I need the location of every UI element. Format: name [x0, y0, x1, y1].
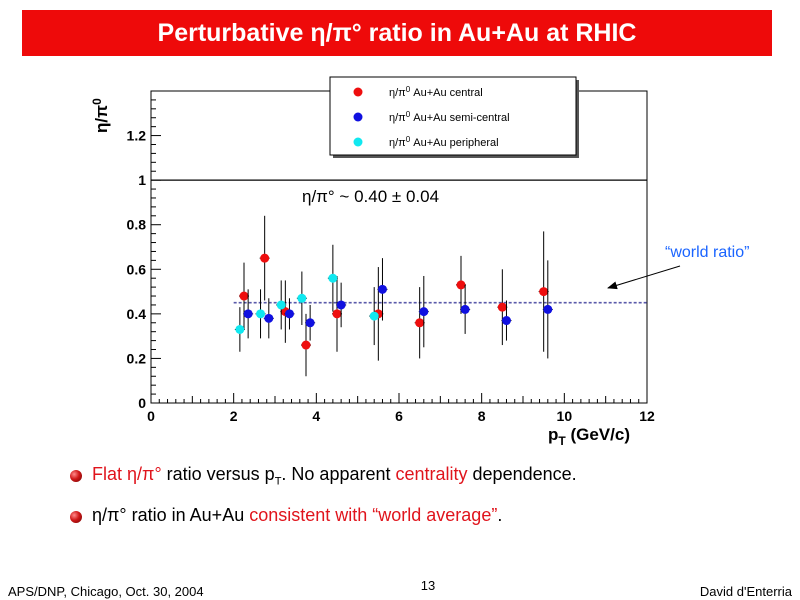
data-point-series-1: [260, 253, 270, 263]
x-tick-label: 8: [478, 408, 486, 424]
x-tick-label: 12: [639, 408, 655, 424]
legend-marker: [353, 87, 363, 97]
data-point-series-3: [328, 273, 338, 283]
legend-entry: η/π0 Au+Au semi-central: [389, 110, 510, 124]
data-point-series-2: [419, 307, 429, 317]
legend-marker: [353, 112, 363, 122]
data-point-series-1: [301, 340, 311, 350]
y-tick-label: 0.2: [127, 350, 147, 366]
data-point-series-1: [539, 287, 549, 297]
data-point-series-2: [336, 300, 346, 310]
data-points: [234, 215, 553, 377]
data-point-series-1: [415, 318, 425, 328]
title-bar: Perturbative η/π° ratio in Au+Au at RHIC: [22, 10, 772, 56]
fit-annotation: η/π° ~ 0.40 ± 0.04: [302, 187, 439, 206]
data-point-series-3: [235, 324, 245, 334]
data-point-series-2: [543, 304, 553, 314]
data-point-series-3: [369, 311, 379, 321]
y-tick-label: 1.2: [127, 128, 147, 144]
x-tick-label: 2: [230, 408, 238, 424]
y-tick-label: 0: [138, 395, 146, 411]
data-point-series-2: [264, 313, 274, 323]
legend-marker: [353, 137, 363, 147]
y-tick-label: 0.6: [127, 261, 147, 277]
footer-right: David d'Enterria: [699, 584, 792, 599]
y-axis-label: η/π0: [90, 98, 111, 133]
slide-title: Perturbative η/π° ratio in Au+Au at RHIC: [157, 19, 637, 47]
data-point-series-2: [284, 309, 294, 319]
bullet-text-2: η/π° ratio in Au+Au consistent with “wor…: [92, 505, 503, 525]
data-point-series-2: [305, 318, 315, 328]
y-tick-label: 0.8: [127, 217, 147, 233]
data-point-series-1: [497, 302, 507, 312]
bullet-text-1: Flat η/π° ratio versus pT. No apparent c…: [92, 464, 577, 488]
axis-ticks: 0 2 4 6 8 10 12 0 0.2 0.4 0.6 0.8 1 1.2: [127, 90, 655, 424]
data-point-series-1: [456, 280, 466, 290]
y-tick-label: 0.4: [127, 306, 147, 322]
data-point-series-3: [276, 300, 286, 310]
data-point-series-1: [239, 291, 249, 301]
data-point-series-1: [332, 309, 342, 319]
bullet-icon: [70, 470, 82, 482]
x-tick-label: 0: [147, 408, 155, 424]
data-point-series-2: [501, 316, 511, 326]
legend: η/π0 Au+Au central η/π0 Au+Au semi-centra…: [329, 76, 579, 158]
x-axis-label: pT (GeV/c): [548, 425, 630, 448]
world-ratio-arrow: [607, 265, 681, 290]
data-point-series-3: [297, 293, 307, 303]
legend-entry: η/π0 Au+Au peripheral: [389, 135, 499, 149]
x-tick-label: 6: [395, 408, 403, 424]
data-point-series-2: [377, 284, 387, 294]
bullet-icon: [70, 511, 82, 523]
x-tick-label: 4: [312, 408, 320, 424]
chart: 0 2 4 6 8 10 12 0 0.2 0.4 0.6 0.8 1 1.2 η/π0 pT (GeV/…: [90, 76, 749, 448]
x-tick-label: 10: [557, 408, 573, 424]
legend-entry: η/π0 Au+Au central: [389, 85, 483, 99]
data-point-series-2: [460, 304, 470, 314]
world-ratio-label: “world ratio”: [665, 244, 749, 261]
data-point-series-2: [243, 309, 253, 319]
data-point-series-3: [256, 309, 266, 319]
page-number: 13: [420, 578, 436, 593]
footer-left: APS/DNP, Chicago, Oct. 30, 2004: [8, 584, 204, 599]
y-tick-label: 1: [138, 172, 146, 188]
